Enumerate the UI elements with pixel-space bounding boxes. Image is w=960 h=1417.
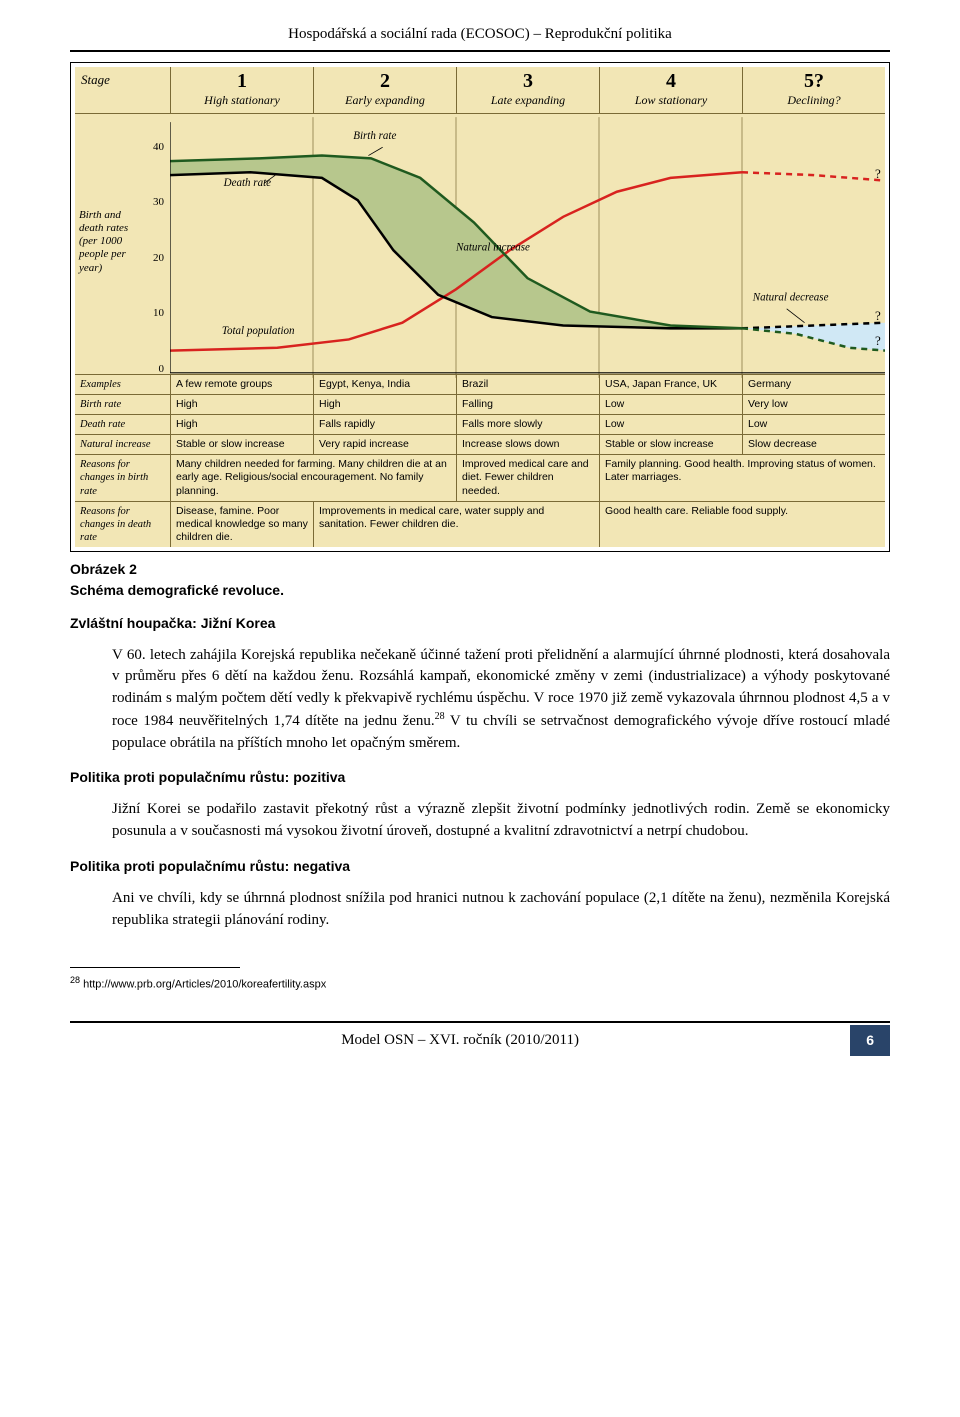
stage-1-header: 1High stationary [170,67,313,114]
stage-2-header: 2Early expanding [313,67,456,114]
table-cell: Brazil [456,374,599,394]
y-tick-30: 30 [153,195,164,210]
para-pozitiva: Jižní Korei se podařilo zastavit překotn… [112,799,890,843]
table-cell: Low [742,414,885,434]
stage-3-header: 3Late expanding [456,67,599,114]
table-cell: Very rapid increase [313,434,456,454]
footnote-28: 28 http://www.prb.org/Articles/2010/kore… [70,974,890,993]
table-cell: A few remote groups [170,374,313,394]
y-tick-10: 10 [153,306,164,321]
table-row-label: Reasons for changes in birth rate [75,454,170,500]
stage-label-cell: Stage [75,67,170,114]
demographic-transition-plot: Birth rate Death rate Total population N… [170,114,885,381]
section-heading-pozitiva: Politika proti populačnímu růstu: poziti… [70,768,890,787]
table-cell: USA, Japan France, UK [599,374,742,394]
page-header: Hospodářská a sociální rada (ECOSOC) – R… [70,24,890,44]
table-cell: High [313,394,456,414]
table-cell-merged: Family planning. Good health. Improving … [599,454,885,500]
plot-area: Birth and death rates (per 1000 people p… [75,114,885,374]
table-row-label: Reasons for changes in death rate [75,501,170,547]
y-tick-0: 0 [159,362,165,377]
page-number: 6 [850,1025,890,1056]
natural-decrease-label: Natural decrease [752,291,829,303]
section-heading-negativa: Politika proti populačnímu růstu: negati… [70,857,890,876]
y-axis: Birth and death rates (per 1000 people p… [75,114,170,381]
table-cell: Stable or slow increase [170,434,313,454]
y-axis-label: Birth and death rates (per 1000 people p… [79,209,139,275]
table-cell-merged: Many children needed for farming. Many c… [170,454,456,500]
natural-increase-label: Natural increase [455,241,530,253]
stage-header-row: Stage1High stationary2Early expanding3La… [75,67,885,114]
table-cell-merged: Disease, famine. Poor medical knowledge … [170,501,313,547]
q-mark-2: ? [875,308,881,323]
table-cell-merged: Improvements in medical care, water supp… [313,501,599,547]
table-row-label: Birth rate [75,394,170,414]
footnote-text: http://www.prb.org/Articles/2010/koreafe… [83,979,326,991]
q-mark-3: ? [875,333,881,348]
footnote-ref-28: 28 [435,711,445,722]
table-row-label: Natural increase [75,434,170,454]
footnote-mark: 28 [70,975,80,985]
footer-title: Model OSN – XVI. ročník (2010/2011) [70,1030,850,1050]
page-footer: Model OSN – XVI. ročník (2010/2011) 6 [70,1021,890,1056]
para-korea: V 60. letech zahájila Korejská republika… [112,645,890,755]
table-row-label: Death rate [75,414,170,434]
stage-5-header: 5?Declining? [742,67,885,114]
y-tick-40: 40 [153,140,164,155]
table-cell: Slow decrease [742,434,885,454]
chart-info-table: ExamplesA few remote groupsEgypt, Kenya,… [75,374,885,547]
section-heading-korea: Zvláštní houpačka: Jižní Korea [70,614,890,633]
birth-rate-label: Birth rate [353,130,396,142]
y-tick-20: 20 [153,251,164,266]
figure-caption-num: Obrázek 2 [70,560,890,579]
table-cell: Low [599,414,742,434]
table-cell: Increase slows down [456,434,599,454]
header-rule [70,50,890,52]
table-cell-merged: Improved medical care and diet. Fewer ch… [456,454,599,500]
table-cell: High [170,394,313,414]
q-mark-1: ? [875,166,881,181]
table-cell: Falling [456,394,599,414]
natural-decrease-area [742,322,885,350]
table-cell-merged: Good health care. Reliable food supply. [599,501,885,547]
table-cell: Egypt, Kenya, India [313,374,456,394]
table-cell: Low [599,394,742,414]
table-cell: High [170,414,313,434]
table-cell: Germany [742,374,885,394]
demographic-chart-figure: Stage1High stationary2Early expanding3La… [70,62,890,552]
para-negativa: Ani ve chvíli, kdy se úhrnná plodnost sn… [112,888,890,932]
table-cell: Very low [742,394,885,414]
table-cell: Falls more slowly [456,414,599,434]
stage-4-header: 4Low stationary [599,67,742,114]
figure-caption-text: Schéma demografické revoluce. [70,581,890,600]
footnote-separator [70,967,240,968]
table-cell: Falls rapidly [313,414,456,434]
total-population-line-proj [742,172,885,180]
total-population-label: Total population [222,325,295,337]
table-cell: Stable or slow increase [599,434,742,454]
